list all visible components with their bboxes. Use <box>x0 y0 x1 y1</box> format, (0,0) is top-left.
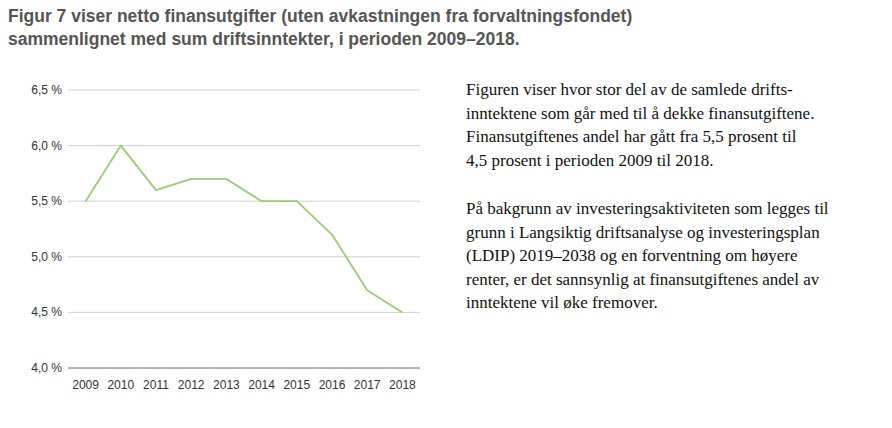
annotation: 4,5 prosent i perioden 2009 til 2018. <box>466 151 713 170</box>
y-tick-label: 5,0 % <box>31 250 62 264</box>
x-tick-label: 2013 <box>213 378 240 392</box>
y-tick-label: 6,5 % <box>31 83 62 97</box>
y-tick-label: 5,5 % <box>31 194 62 208</box>
grid-line <box>68 90 420 91</box>
x-tick-label: 2011 <box>143 378 169 392</box>
annotation: Finansutgiftenes andel har gått fra 5,5 … <box>466 127 797 146</box>
x-tick-label: 2016 <box>319 378 346 392</box>
x-tick-label: 2009 <box>72 378 99 392</box>
plot-area <box>86 146 403 313</box>
x-axis-line <box>68 368 420 369</box>
annotation: (LDIP) 2019–2038 og en forventning om hø… <box>466 246 797 265</box>
title: Figur 7 viser netto finansutgifter (uten… <box>8 6 632 26</box>
annotation: Figuren viser hvor stor del av de samled… <box>466 80 793 99</box>
chart: Figur 7 viser netto finansutgifter (uten… <box>0 0 892 428</box>
grid-line <box>68 201 420 202</box>
x-tick-label: 2015 <box>283 378 310 392</box>
grid-line <box>68 312 420 313</box>
y-tick-label: 4,5 % <box>31 305 62 319</box>
x-tick-label: 2017 <box>354 378 381 392</box>
annotation: grunn i Langsiktig driftsanalyse og inve… <box>466 223 820 242</box>
annotation: inntektene vil øke fremover. <box>466 293 658 312</box>
annotation: renter, er det sannsynlig at finansutgif… <box>466 270 820 289</box>
x-tick-label: 2014 <box>248 378 275 392</box>
data-line <box>86 146 403 313</box>
y-tick-label: 6,0 % <box>31 139 62 153</box>
grid-line <box>68 256 420 257</box>
annotation: På bakgrunn av investeringsaktiviteten s… <box>466 199 829 218</box>
x-tick-label: 2012 <box>178 378 205 392</box>
y-tick-label: 4,0 % <box>31 361 62 375</box>
x-tick-label: 2018 <box>389 378 416 392</box>
annotation: inntektene som går med til å dekke finan… <box>466 104 814 123</box>
title: sammenlignet med sum driftsinntekter, i … <box>8 29 520 49</box>
grid-line <box>68 368 420 369</box>
x-tick-label: 2010 <box>107 378 134 392</box>
